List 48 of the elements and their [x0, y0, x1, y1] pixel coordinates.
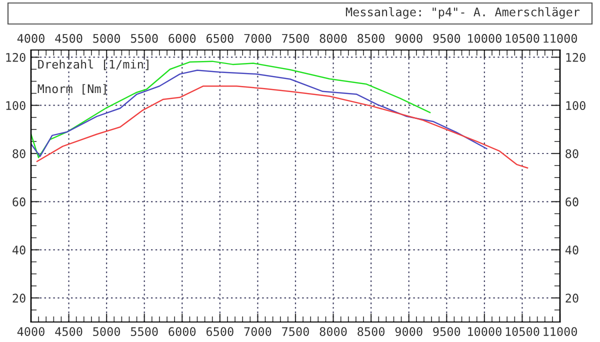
y-tick-label: 100: [6, 101, 26, 110]
x-tick-label: 11000: [544, 327, 578, 336]
x2-tick-label: 5500: [130, 34, 158, 43]
y-tick-label: 80: [12, 149, 26, 158]
y2-tick-label: 20: [566, 294, 578, 303]
x-tick-label: 6500: [206, 327, 234, 336]
x2-tick-label: 8500: [358, 34, 385, 43]
y2-tick-label: 120: [566, 52, 586, 62]
x2-tick-label: 5000: [93, 34, 120, 43]
x2-tick-label: 10500: [506, 34, 540, 43]
x-tick-label: 9500: [433, 327, 460, 336]
x-tick-label: 4500: [55, 327, 82, 336]
x2-tick-label: 7000: [244, 34, 272, 43]
x-tick-label: 8000: [320, 327, 347, 336]
x2-tick-label: 6000: [168, 34, 196, 43]
y2-tick-label: 40: [565, 246, 578, 254]
line-series: [36, 85, 528, 169]
x-tick-label: 6000: [168, 327, 196, 336]
x2-tick-label: 11000: [544, 34, 578, 43]
x2-tick-label: 4500: [55, 34, 82, 43]
y2-tick-label: 100: [566, 101, 586, 110]
y-tick-label: 60: [12, 197, 26, 206]
x2-tick-label: 10000: [468, 34, 502, 43]
x-axis-title: Drehzahl [1/min]: [38, 60, 148, 70]
x2-tick-label: 9500: [433, 34, 460, 43]
y-tick-label: 40: [12, 246, 26, 254]
x-tick-label: 5000: [93, 327, 120, 336]
y2-tick-label: 80: [566, 149, 578, 158]
x-tick-label: 10000: [468, 327, 502, 336]
chart-title: Messanlage: "p4"- A. Amerschläger: [346, 7, 580, 19]
y-axis-title: Mnorm [Nm]: [38, 84, 106, 95]
x-tick-label: 4000: [17, 327, 44, 336]
x-tick-label: 9000: [395, 327, 422, 336]
x-tick-label: 5500: [130, 327, 158, 336]
y-tick-label: 120: [6, 52, 26, 62]
x-tick-label: 7500: [282, 327, 309, 336]
line-series: [31, 70, 488, 158]
x2-tick-label: 7500: [282, 34, 309, 43]
x2-tick-label: 8000: [320, 34, 347, 43]
x2-tick-label: 9000: [395, 34, 422, 43]
x-tick-label: 10500: [506, 327, 540, 336]
y-tick-label: 20: [12, 294, 26, 303]
x2-tick-label: 4000: [17, 34, 44, 43]
line-series: [31, 60, 431, 158]
x-tick-label: 8500: [358, 327, 385, 336]
y2-tick-label: 60: [566, 197, 578, 206]
x-tick-label: 7000: [244, 327, 272, 336]
x2-tick-label: 6500: [206, 34, 234, 43]
